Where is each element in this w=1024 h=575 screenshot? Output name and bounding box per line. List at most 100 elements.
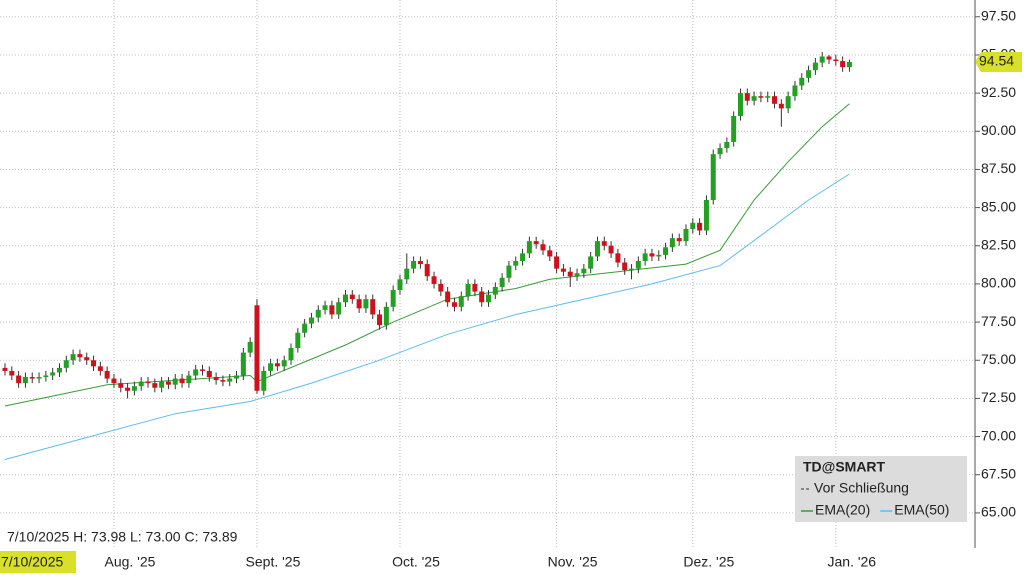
candle-body [799,77,805,86]
x-tick-label: Jan. '26 [828,554,877,570]
y-tick-label: 75.00 [981,351,1016,367]
candle-body [363,299,369,309]
candle-body [629,268,635,271]
candle-body [145,381,151,384]
candle-body [513,261,519,266]
candle-body [118,383,124,388]
candle-body [268,363,274,371]
candle-body [635,261,641,269]
candle-body [417,261,423,265]
candle-body [833,59,839,62]
candle-body [308,317,314,324]
candle-body [159,381,165,388]
candle-body [601,241,607,246]
candle-body [765,96,771,98]
y-tick-label: 85.00 [981,198,1016,214]
candle-body [499,277,505,287]
candle-body [690,222,696,229]
y-tick-label: 87.50 [981,160,1016,176]
candle-body [567,271,573,277]
candle-body [533,241,539,245]
candle-body [36,377,42,379]
candle-body [486,294,492,303]
candle-body [240,352,246,376]
candle-body [213,377,219,381]
candle-body [683,228,689,242]
candle-body [397,279,403,291]
candle-body [649,253,655,257]
candle-body [560,268,566,272]
candle-body [370,299,376,315]
candle-body [676,238,682,242]
candle-body [125,387,131,391]
candle-body [778,103,784,109]
candle-body [751,96,757,101]
candle-body [424,264,430,277]
candle-body [438,283,444,292]
candle-body [717,148,723,155]
candle-body [84,357,90,361]
candle-body [451,302,457,307]
candle-body [697,222,703,231]
ema-line [4,173,850,460]
candle-body [812,62,818,71]
candle-body [302,323,308,333]
candle-body [247,341,253,353]
candle-body [288,348,294,361]
y-tick-label: 72.50 [981,389,1016,405]
candle-body [349,294,355,300]
y-tick-label: 80.00 [981,275,1016,291]
candle-body [656,254,662,257]
candle-body [785,96,791,109]
y-tick-label: 92.50 [981,84,1016,100]
x-tick-label: Aug. '25 [104,554,155,570]
candle-body [104,370,110,379]
candle-body [138,381,144,387]
candle-body [111,378,117,384]
candle-body [526,241,532,254]
candle-body [710,154,716,200]
candle-body [806,70,812,78]
candle-body [43,375,49,378]
ema-line [4,103,850,407]
candle-body [97,366,103,371]
candle-body [826,56,832,60]
candle-body [336,302,342,315]
candle-body [669,238,675,248]
candle-body [724,141,730,149]
candle-body [520,253,526,262]
candle-body [315,309,321,318]
candle-body [840,61,846,68]
candle-body [234,375,240,379]
y-tick-label: 67.50 [981,465,1016,481]
candle-body [179,378,185,384]
candle-body [540,244,546,251]
candle-body [172,378,178,385]
x-tick-label: Dez. '25 [683,554,734,570]
candle-body [322,305,328,310]
candle-body [492,286,498,295]
hover-info: 7/10/2025 H: 73.98 L: 73.00 C: 73.89 [7,529,238,545]
legend: TD@SMART Vor Schließung EMA(20) EMA(50) [795,456,967,522]
candle-body [383,306,389,326]
y-tick-label: 70.00 [981,427,1016,443]
y-tick-label: 77.50 [981,313,1016,329]
y-tick-label: 65.00 [981,504,1016,520]
candle-body [445,291,451,303]
candle-body [506,265,512,278]
candle-body [56,367,62,373]
candle-body [588,256,594,269]
candle-body [22,377,28,384]
candle-body [472,283,478,292]
candle-body [329,305,335,315]
legend-label: Vor Schließung [814,480,909,496]
candle-body [758,96,764,98]
x-crosshair-label: 7/10/2025 [1,554,63,570]
candle-body [458,296,464,307]
candle-body [703,199,709,231]
candle-body [343,294,348,303]
x-tick-label: Oct. '25 [392,554,440,570]
candle-body [16,375,22,384]
candle-body [411,261,417,269]
candle-body [227,378,233,382]
